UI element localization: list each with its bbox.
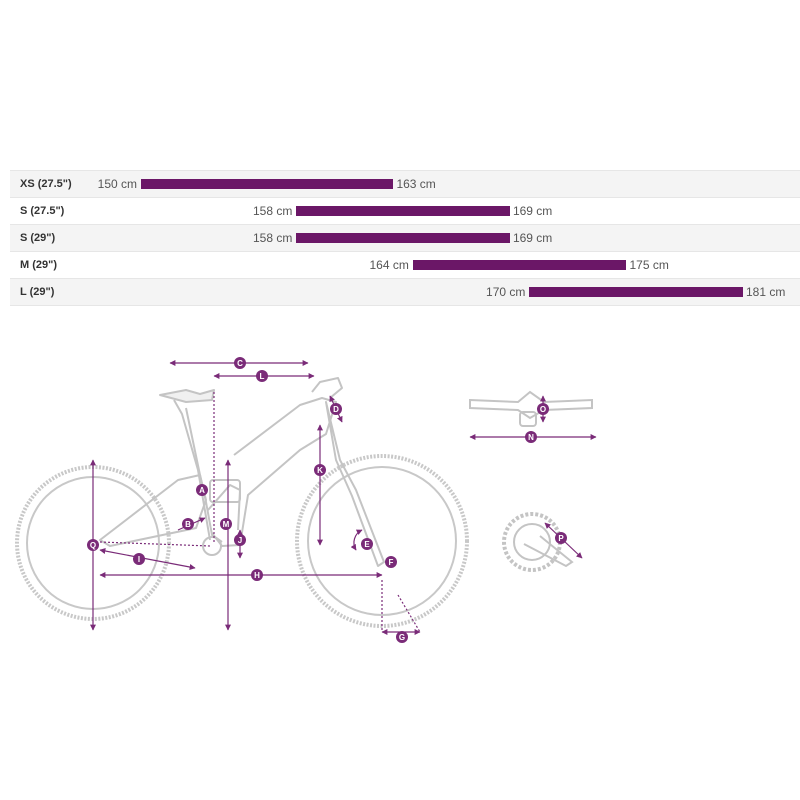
handlebar-inset xyxy=(469,390,593,427)
size-label: L (29") xyxy=(20,286,55,298)
size-row-xs: XS (27.5") 150 cm 163 cm xyxy=(10,170,800,197)
size-row-s-27: S (27.5") 158 cm 169 cm xyxy=(10,197,800,224)
height-range-bar xyxy=(529,287,743,297)
max-height-label: 181 cm xyxy=(746,285,786,299)
max-height-label: 175 cm xyxy=(629,258,669,272)
min-height-label: 158 cm xyxy=(252,204,293,218)
min-height-label: 164 cm xyxy=(369,258,409,272)
svg-text:L: L xyxy=(260,372,265,381)
svg-text:M: M xyxy=(223,520,230,529)
max-height-label: 163 cm xyxy=(396,177,436,191)
size-label: M (29") xyxy=(20,259,57,271)
geometry-label-e: E xyxy=(361,538,373,550)
svg-text:D: D xyxy=(333,405,339,414)
dim-line-i xyxy=(99,548,196,570)
geometry-label-l: L xyxy=(256,370,268,382)
geometry-label-k: K xyxy=(314,464,326,476)
geometry-label-m: M xyxy=(220,518,232,530)
size-row-l-29: L (29") 170 cm 181 cm xyxy=(10,278,800,306)
geometry-label-a: A xyxy=(196,484,208,496)
svg-text:O: O xyxy=(540,405,546,414)
svg-text:E: E xyxy=(364,540,370,549)
svg-text:J: J xyxy=(238,536,242,545)
geometry-label-q: Q xyxy=(87,539,99,551)
svg-text:I: I xyxy=(138,555,140,564)
min-height-label: 170 cm xyxy=(486,285,526,299)
geometry-label-c: C xyxy=(234,357,246,369)
dim-arc-e xyxy=(350,529,363,551)
max-height-label: 169 cm xyxy=(512,204,553,218)
svg-text:F: F xyxy=(389,558,394,567)
geometry-label-b: B xyxy=(182,518,194,530)
size-row-m-29: M (29") 164 cm 175 cm xyxy=(10,251,800,278)
svg-text:H: H xyxy=(254,571,260,580)
geometry-label-d: D xyxy=(330,403,342,415)
svg-text:B: B xyxy=(185,520,191,529)
min-height-label: 150 cm xyxy=(97,177,137,191)
geometry-label-i: I xyxy=(133,553,145,565)
height-range-bar xyxy=(296,233,510,243)
svg-text:N: N xyxy=(528,433,534,442)
size-label: S (27.5") xyxy=(20,205,65,217)
svg-text:K: K xyxy=(317,466,323,475)
height-range-bar xyxy=(412,260,627,270)
dim-line-f-ref xyxy=(397,594,421,633)
svg-text:C: C xyxy=(237,359,243,368)
size-row-s-29: S (29") 158 cm 169 cm xyxy=(10,224,800,251)
size-label: XS (27.5") xyxy=(20,178,72,190)
height-range-bar xyxy=(141,179,394,189)
geometry-label-j: J xyxy=(234,534,246,546)
svg-text:A: A xyxy=(199,486,205,495)
geometry-label-p: P xyxy=(555,532,567,544)
geometry-label-f: F xyxy=(385,556,397,568)
size-chart-table: XS (27.5") 150 cm 163 cm S (27.5") 158 c… xyxy=(10,170,800,306)
geometry-label-h: H xyxy=(251,569,263,581)
size-label: S (29") xyxy=(20,232,56,244)
geometry-label-o: O xyxy=(537,403,549,415)
height-range-bar xyxy=(296,206,510,216)
geometry-label-g: G xyxy=(396,631,408,643)
svg-text:P: P xyxy=(558,534,564,543)
max-height-label: 169 cm xyxy=(512,231,553,245)
geometry-label-n: N xyxy=(525,431,537,443)
svg-text:G: G xyxy=(399,633,405,642)
min-height-label: 158 cm xyxy=(252,231,293,245)
svg-text:Q: Q xyxy=(90,541,96,550)
bike-geometry-diagram: C L D A K B M J Q I E F H G O N P xyxy=(15,357,597,643)
